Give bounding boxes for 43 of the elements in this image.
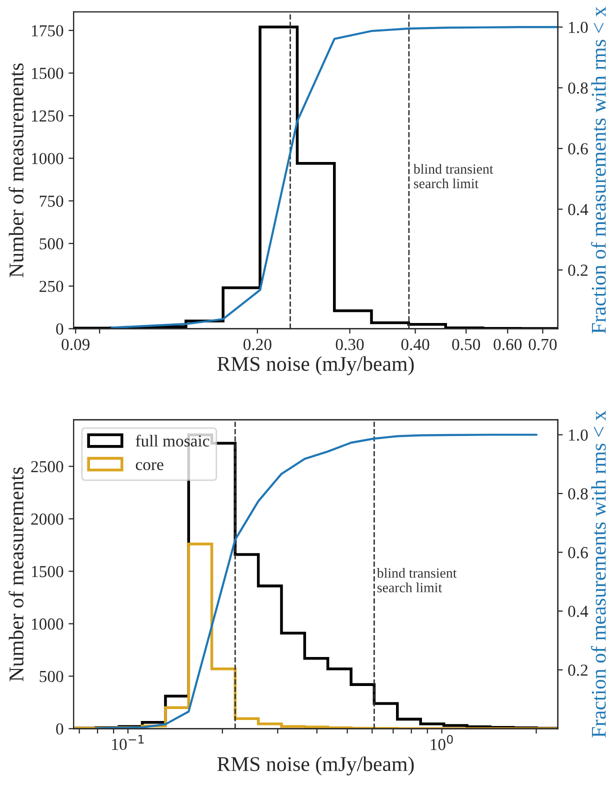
legend-label: core xyxy=(136,462,164,470)
ref-line-label: blind transient search limit xyxy=(376,568,457,592)
y-tick-label: 1500 xyxy=(32,566,64,578)
y-axis-title: Number of measurements xyxy=(8,63,24,278)
y-tick-label: 750 xyxy=(40,196,64,207)
y-tick-label: 0 xyxy=(56,723,64,735)
y-axis-title: Number of measurements xyxy=(8,467,24,682)
y-tick-label: 0 xyxy=(56,323,64,335)
y-tick-label: 250 xyxy=(40,280,64,292)
y-tick-label: 1750 xyxy=(32,25,64,36)
y2-tick-label: 0.8 xyxy=(568,82,588,94)
x-tick-label: 10$^{0}$ xyxy=(430,734,453,750)
y-tick-label: 1250 xyxy=(32,110,64,122)
y-tick-label: 500 xyxy=(40,238,64,250)
y2-tick-label: 0.4 xyxy=(568,606,588,618)
y2-axis-title: Fraction of measurements with rms < x xyxy=(590,6,606,334)
x-tick-label: 0.09 xyxy=(62,338,90,350)
y-tick-label: 1500 xyxy=(32,68,64,80)
x-tick-label: 10$^{−1}$ xyxy=(112,734,144,750)
ref-line-label: blind transient search limit xyxy=(413,164,494,188)
y-tick-label: 2500 xyxy=(31,461,64,472)
y2-tick-label: 1.0 xyxy=(569,429,588,441)
y2-tick-label: 0.2 xyxy=(568,664,588,676)
y2-tick-label: 0.6 xyxy=(568,143,588,155)
legend-label: full mosaic xyxy=(136,434,210,447)
y-tick-label: 2000 xyxy=(31,514,64,525)
x-tick-label: 0.70 xyxy=(528,338,557,350)
y2-tick-label: 0.8 xyxy=(568,488,588,500)
x-tick-label: 0.20 xyxy=(243,338,272,350)
y2-tick-label: 0.4 xyxy=(568,204,588,216)
y2-tick-label: 0.2 xyxy=(568,264,588,276)
x-axis-title: RMS noise (mJy/beam) xyxy=(217,756,414,776)
y-tick-label: 1000 xyxy=(32,618,64,630)
x-tick-label: 0.30 xyxy=(336,338,364,350)
x-axis-title: RMS noise (mJy/beam) xyxy=(217,356,414,376)
y2-tick-label: 0.6 xyxy=(568,547,588,558)
x-tick-label: 0.60 xyxy=(494,338,522,350)
y2-tick-label: 1.0 xyxy=(569,22,588,34)
y2-axis-title: Fraction of measurements with rms < x xyxy=(590,410,606,738)
x-tick-label: 0.50 xyxy=(452,338,480,350)
y-tick-label: 1000 xyxy=(32,152,64,164)
x-tick-label: 0.40 xyxy=(401,338,430,350)
y-tick-label: 500 xyxy=(40,670,64,682)
